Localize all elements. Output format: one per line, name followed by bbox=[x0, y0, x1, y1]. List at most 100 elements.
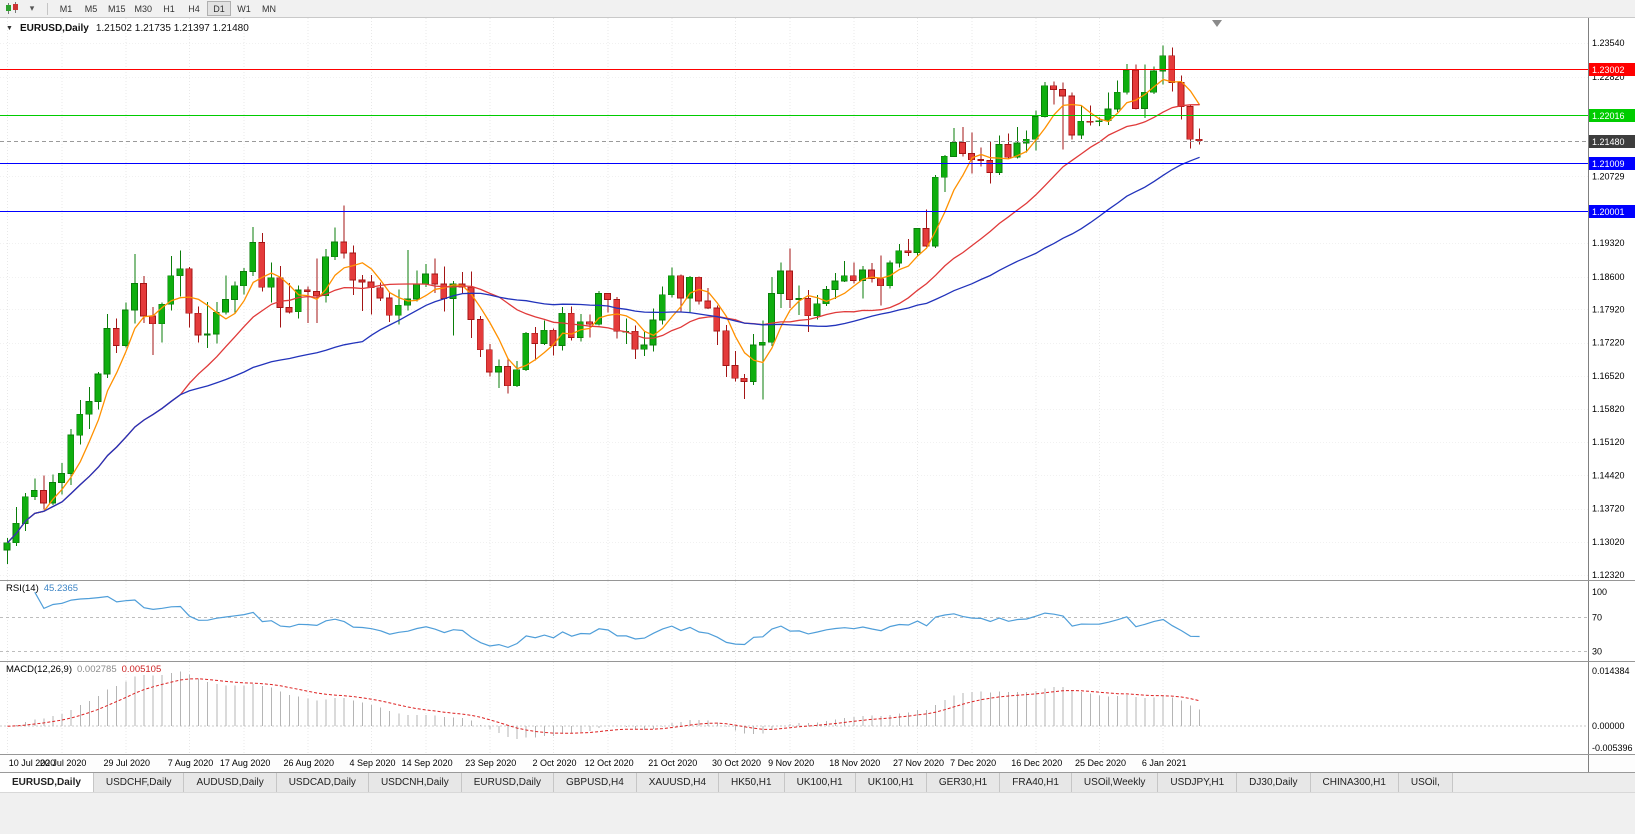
chart-tab[interactable]: UK100,H1 bbox=[855, 773, 927, 792]
candle-bear bbox=[276, 277, 284, 309]
chart-menu-icon[interactable]: ▼ bbox=[6, 25, 13, 32]
price-line-badge bbox=[1589, 63, 1635, 76]
chart-tab[interactable]: USDCNH,Daily bbox=[368, 773, 462, 792]
candle-bull bbox=[1095, 120, 1103, 123]
price-chart-canvas[interactable]: 1.23540 1.22820 1.20729 1.19320 1.18600 1.179… bbox=[0, 18, 1635, 580]
candle-bull bbox=[322, 256, 329, 297]
macd-histogram bbox=[16, 671, 1201, 739]
candle-bull bbox=[403, 298, 411, 306]
candle-bull bbox=[1013, 142, 1021, 158]
candle-bull bbox=[522, 332, 530, 371]
macd-label: MACD(12,26,9) 0.002785 0.005105 bbox=[6, 664, 161, 675]
price-tick-label: 1.18600 bbox=[1592, 272, 1625, 282]
time-axis-label: 21 Oct 2020 bbox=[648, 758, 698, 768]
price-tick-label: 1.19320 bbox=[1592, 238, 1625, 248]
candle-bear bbox=[1195, 138, 1203, 142]
candle-bear bbox=[868, 269, 875, 280]
price-line-badge-label: 1.22016 bbox=[1592, 111, 1625, 121]
candle-bear bbox=[40, 490, 47, 504]
price-tick-label: 1.22820 bbox=[1592, 72, 1625, 82]
chart-type-icon[interactable] bbox=[3, 2, 21, 16]
chart-tab[interactable]: XAUUSD,H4 bbox=[636, 773, 720, 792]
candle-bull bbox=[221, 299, 229, 313]
candle-bull bbox=[649, 319, 657, 346]
rsi-panel: 100 70 30 RSI(14) 45.2365 bbox=[0, 580, 1635, 661]
price-tick-label: 1.17220 bbox=[1592, 338, 1625, 348]
price-tick-label: 1.23540 bbox=[1592, 38, 1625, 48]
chart-tab[interactable]: GBPUSD,H4 bbox=[553, 773, 637, 792]
price-tick-label: 1.15120 bbox=[1592, 437, 1625, 447]
chart-tab[interactable]: EURUSD,Daily bbox=[461, 773, 554, 792]
candle-bull bbox=[267, 277, 275, 288]
chart-tab[interactable]: AUDUSD,Daily bbox=[184, 773, 277, 792]
timeframe-button-mn[interactable]: MN bbox=[257, 1, 281, 16]
chart-tab[interactable]: UK100,H1 bbox=[784, 773, 856, 792]
chart-tab[interactable]: USOil,Weekly bbox=[1071, 773, 1159, 792]
chart-tab[interactable]: USDCAD,Daily bbox=[276, 773, 369, 792]
chart-shift-marker[interactable] bbox=[1212, 20, 1222, 27]
candle-bull bbox=[895, 250, 903, 264]
ma-line-40 bbox=[7, 156, 1200, 544]
timeframe-button-h1[interactable]: H1 bbox=[157, 1, 181, 16]
chart-tab[interactable]: EURUSD,Daily bbox=[0, 773, 94, 792]
candle-bull bbox=[413, 283, 420, 300]
macd-value-main: 0.002785 bbox=[77, 664, 117, 675]
toolbar-separator bbox=[47, 2, 48, 15]
timeframe-button-w1[interactable]: W1 bbox=[232, 1, 256, 16]
candle-bear bbox=[476, 318, 484, 351]
price-line-badge-label: 1.20001 bbox=[1592, 207, 1625, 217]
timeframe-button-m1[interactable]: M1 bbox=[54, 1, 78, 16]
price-tick-label: 1.14420 bbox=[1592, 470, 1625, 480]
candle-bull bbox=[1031, 116, 1039, 140]
chart-tab[interactable]: CHINA300,H1 bbox=[1310, 773, 1399, 792]
time-axis-label: 2 Oct 2020 bbox=[532, 758, 577, 768]
candle-bull bbox=[30, 490, 38, 498]
candle-bull bbox=[540, 329, 548, 344]
chart-tab[interactable]: HK50,H1 bbox=[719, 773, 785, 792]
candle-bear bbox=[504, 365, 511, 387]
price-line-badge bbox=[1589, 109, 1635, 122]
candle-bull bbox=[640, 344, 648, 350]
chart-tab[interactable]: DJ30,Daily bbox=[1237, 773, 1311, 792]
time-axis-label: 4 Sep 2020 bbox=[349, 758, 396, 768]
timeframe-button-d1[interactable]: D1 bbox=[207, 1, 232, 16]
timeframe-button-h4[interactable]: H4 bbox=[182, 1, 206, 16]
chart-tab[interactable]: USDCHF,Daily bbox=[93, 773, 185, 792]
candle-bear bbox=[922, 227, 930, 247]
macd-value-signal: 0.005105 bbox=[121, 664, 162, 675]
candle-bull bbox=[1159, 55, 1167, 72]
timeframe-button-m15[interactable]: M15 bbox=[104, 1, 130, 16]
price-line-badge-label: 1.23002 bbox=[1592, 65, 1625, 75]
chart-ohlc-values: 1.21502 1.21735 1.21397 1.21480 bbox=[95, 23, 249, 34]
time-axis-label: 20 Jul 2020 bbox=[39, 758, 87, 768]
candle-bear bbox=[194, 312, 202, 336]
candle-bull bbox=[768, 292, 775, 343]
timeframe-button-m5[interactable]: M5 bbox=[79, 1, 103, 16]
rsi-axis-label: 30 bbox=[1592, 647, 1602, 657]
candle-bull bbox=[777, 270, 784, 294]
price-line-badge bbox=[1589, 205, 1635, 218]
macd-canvas[interactable]: 0.014384 0.00000 -0.005396 bbox=[0, 662, 1635, 754]
timeframe-buttons: M1 M5 M15 M30 H1 H4 D1 W1 MN bbox=[54, 1, 281, 16]
macd-signal-line bbox=[7, 678, 1200, 734]
timeframe-button-m30[interactable]: M30 bbox=[131, 1, 157, 16]
candle-bull bbox=[686, 276, 693, 299]
time-axis-label: 23 Sep 2020 bbox=[465, 758, 517, 768]
rsi-canvas[interactable]: 100 70 30 bbox=[0, 581, 1635, 661]
candle-bull bbox=[558, 312, 566, 346]
candle-bear bbox=[1050, 85, 1057, 90]
candle-bear bbox=[722, 330, 730, 366]
chart-tab[interactable]: USOil, bbox=[1398, 773, 1453, 792]
candle-bull bbox=[1150, 70, 1157, 93]
chart-tab[interactable]: USDJPY,H1 bbox=[1158, 773, 1238, 792]
candle-bear bbox=[149, 315, 157, 325]
candle-bull bbox=[449, 283, 457, 299]
price-tick-label: 1.17920 bbox=[1592, 305, 1625, 315]
chevron-down-icon[interactable]: ▾ bbox=[29, 3, 35, 13]
chart-tab[interactable]: FRA40,H1 bbox=[1000, 773, 1072, 792]
candle-bull bbox=[21, 496, 29, 524]
candle-bear bbox=[485, 349, 493, 373]
current-price-label: 1.21480 bbox=[1592, 137, 1625, 147]
chart-tab[interactable]: GER30,H1 bbox=[926, 773, 1001, 792]
